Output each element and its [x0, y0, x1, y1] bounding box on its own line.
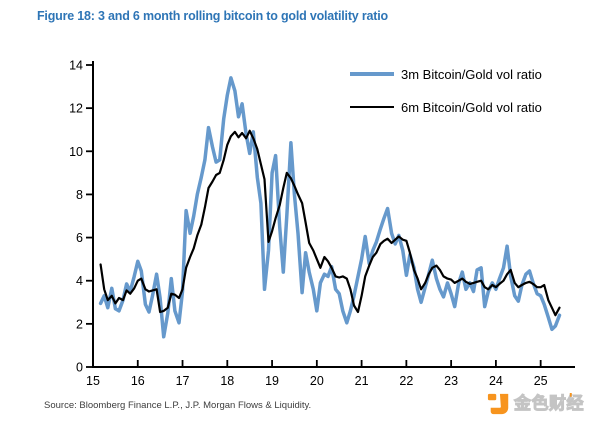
jinse-logo-icon — [487, 393, 509, 415]
source-note: Source: Bloomberg Finance L.P., J.P. Mor… — [44, 400, 312, 411]
x-tick-label: 20 — [310, 374, 324, 388]
x-tick-label: 24 — [489, 374, 503, 388]
y-tick-label: 6 — [76, 231, 83, 245]
y-tick-label: 4 — [76, 274, 83, 288]
x-tick-label: 17 — [176, 374, 190, 388]
x-tick-label: 21 — [355, 374, 369, 388]
jinse-watermark-text: 金色财经 — [514, 394, 585, 414]
legend-label-6m: 6m Bitcoin/Gold vol ratio — [401, 99, 542, 115]
legend-line-sample-6m — [350, 105, 394, 109]
x-tick-label: 25 — [534, 374, 548, 388]
x-tick-label: 23 — [444, 374, 458, 388]
jinse-watermark-accent: ' — [569, 390, 573, 407]
y-tick-label: 0 — [76, 361, 83, 375]
legend-line-sample-3m — [350, 72, 394, 76]
x-tick-label: 18 — [220, 374, 234, 388]
y-tick-label: 14 — [69, 59, 83, 73]
jinse-watermark: 金色财经 ' — [487, 390, 585, 416]
series-line-6m — [99, 129, 561, 317]
legend-label-3m: 3m Bitcoin/Gold vol ratio — [401, 66, 542, 82]
x-tick-label: 16 — [131, 374, 145, 388]
y-tick-label: 12 — [69, 102, 83, 116]
series-line-3m — [98, 76, 562, 339]
y-tick-label: 10 — [69, 145, 83, 159]
x-tick-label: 19 — [265, 374, 279, 388]
chart-legend: 3m Bitcoin/Gold vol ratio 6m Bitcoin/Gol… — [350, 63, 542, 129]
x-tick-label: 15 — [86, 374, 100, 388]
x-tick-label: 22 — [399, 374, 413, 388]
y-tick-label: 8 — [76, 188, 83, 202]
figure-title: Figure 18: 3 and 6 month rolling bitcoin… — [37, 9, 388, 23]
legend-item-6m: 6m Bitcoin/Gold vol ratio — [350, 96, 542, 118]
legend-item-3m: 3m Bitcoin/Gold vol ratio — [350, 63, 542, 85]
y-tick-label: 2 — [76, 317, 83, 331]
